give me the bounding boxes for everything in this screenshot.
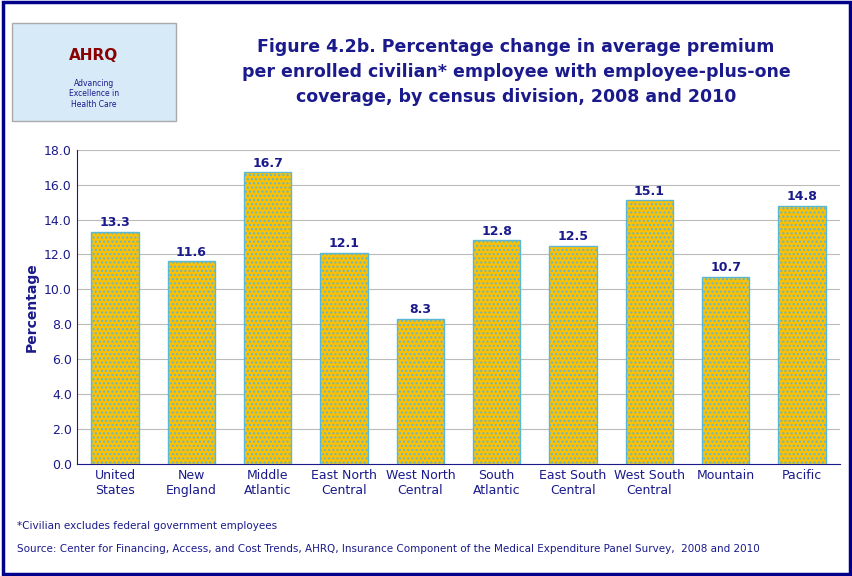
Bar <box>778 206 825 464</box>
Bar <box>244 172 291 464</box>
Bar <box>320 253 367 464</box>
Text: Source: Center for Financing, Access, and Cost Trends, AHRQ, Insurance Component: Source: Center for Financing, Access, an… <box>17 544 759 554</box>
Text: 11.6: 11.6 <box>176 246 206 259</box>
Y-axis label: Percentage: Percentage <box>25 262 38 351</box>
Text: AHRQ: AHRQ <box>69 48 118 63</box>
Text: 10.7: 10.7 <box>710 262 740 274</box>
Text: 8.3: 8.3 <box>409 304 431 316</box>
Bar <box>701 277 748 464</box>
Text: 16.7: 16.7 <box>252 157 283 170</box>
Text: 12.8: 12.8 <box>481 225 511 238</box>
Text: *Civilian excludes federal government employees: *Civilian excludes federal government em… <box>17 521 277 531</box>
Text: 12.5: 12.5 <box>557 230 588 243</box>
Text: Figure 4.2b. Percentage change in average premium
per enrolled civilian* employe: Figure 4.2b. Percentage change in averag… <box>241 38 790 106</box>
Text: 13.3: 13.3 <box>100 216 130 229</box>
FancyBboxPatch shape <box>12 22 176 122</box>
Bar <box>168 262 215 464</box>
Bar <box>473 240 520 464</box>
Text: 15.1: 15.1 <box>633 185 664 198</box>
Bar <box>549 246 596 464</box>
Text: Advancing
Excellence in
Health Care: Advancing Excellence in Health Care <box>69 79 118 109</box>
Text: 14.8: 14.8 <box>786 190 816 203</box>
Bar <box>396 319 443 464</box>
Bar <box>91 232 138 464</box>
Text: 12.1: 12.1 <box>328 237 359 250</box>
Bar <box>625 200 672 464</box>
